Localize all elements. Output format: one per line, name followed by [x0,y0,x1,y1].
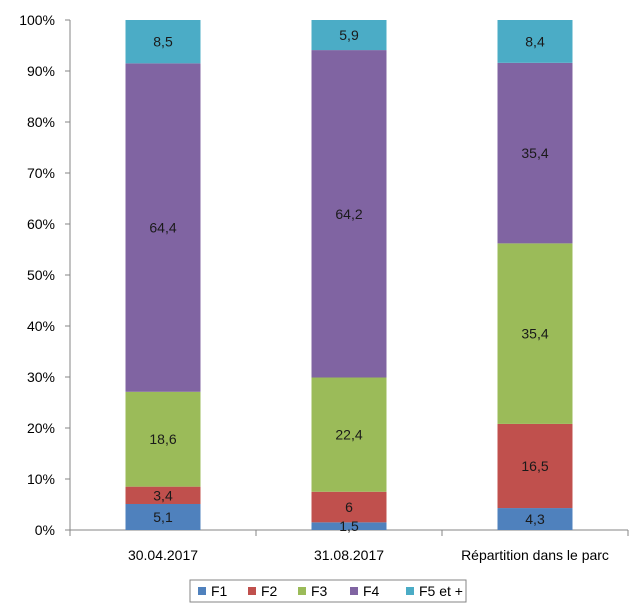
legend-swatch [248,587,256,595]
y-tick-label: 80% [27,114,55,130]
bar-segment-f4 [497,62,573,244]
axes: 0% 10% 20% 30% 40% 50% 60% 70% 80% 90% 100% 30.04.2… [19,12,629,563]
bar-segment-f1 [125,503,201,530]
y-tick-label: 20% [27,420,55,436]
data-label: 16,5 [521,458,548,474]
data-label: 3,4 [153,487,173,503]
bar-segment-f1 [497,508,573,530]
data-label: 35,4 [521,145,548,161]
data-label: 4,3 [525,511,545,527]
x-tick-label: 30.04.2017 [128,547,198,563]
legend-label: F5 et + [419,583,463,599]
bar-segment-f4 [125,63,201,392]
y-tick-label: 10% [27,471,55,487]
data-label: 35,4 [521,326,548,342]
legend-box [189,579,467,603]
data-label: 1,5 [339,518,359,534]
bar-segment-f2 [125,486,201,504]
legend-swatch [350,587,358,595]
bar-segment-f3 [311,377,387,492]
data-label: 8,4 [525,33,545,49]
y-tick-label: 90% [27,63,55,79]
y-tick-label: 60% [27,216,55,232]
data-label: 5,9 [339,27,359,43]
data-label: 64,4 [149,220,176,236]
legend-swatch [406,587,414,595]
data-label: 6 [345,499,353,515]
x-tick-label: Répartition dans le parc [461,547,609,563]
data-label: 22,4 [335,427,362,443]
data-label: 5,1 [153,509,173,525]
data-label: 18,6 [149,431,176,447]
data-label: 8,5 [153,34,173,50]
y-tick-label: 100% [19,12,55,28]
legend-swatch [298,587,306,595]
legend-label: F3 [311,583,328,599]
data-labels: 5,1 3,4 18,6 64,4 8,5 1,5 6 22,4 64,2 5,9 4,3 16,5 3… [149,27,548,534]
legend-label: F1 [211,583,228,599]
bar-segment-f5-et [311,20,387,51]
y-tick-label: 40% [27,318,55,334]
bar-segment-f3 [497,243,573,424]
bar-segment-f2 [497,423,573,509]
legend-swatch [198,587,206,595]
y-tick-label: 0% [35,522,55,538]
bar-segment-f5-et [497,20,573,63]
legend-label: F2 [261,583,278,599]
legend: F1 F2 F3 F4 F5 et + [189,579,467,603]
data-label: 64,2 [335,206,362,222]
bar-segment-f5-et [125,20,201,64]
legend-label: F4 [363,583,380,599]
y-tick-label: 50% [27,267,55,283]
bar-segment-f2 [311,491,387,523]
bars [125,20,573,530]
x-tick-label: 31.08.2017 [314,547,384,563]
y-tick-label: 30% [27,369,55,385]
y-tick-label: 70% [27,165,55,181]
bar-segment-f4 [311,50,387,378]
bar-segment-f1 [311,522,387,530]
bar-segment-f3 [125,391,201,487]
